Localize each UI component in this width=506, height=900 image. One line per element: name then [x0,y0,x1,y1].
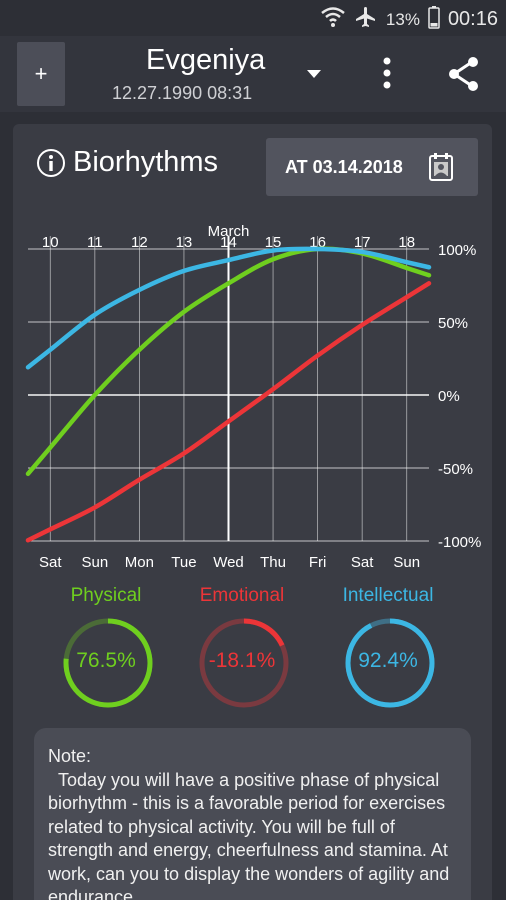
note-text: Today you will have a positive phase of … [48,769,450,900]
x-tick-label: 12 [131,234,148,251]
y-tick-label: 50% [438,315,468,332]
meter-label: Physical [70,585,142,606]
x-tick-label: 10 [42,234,59,251]
add-person-button[interactable]: + [17,42,65,106]
meter-label: Intellectual [342,585,434,606]
day-name-label: Fri [309,554,327,571]
wifi-icon [320,4,346,35]
series-line-physical [25,246,432,477]
meter-emotional: Emotional -18.1% [182,585,302,715]
x-tick-label: 13 [176,234,193,251]
meter-ring [63,618,153,708]
meter-intellectual: Intellectual 92.4% [328,585,448,715]
more-options-icon[interactable] [380,56,394,95]
note-title: Note: [48,746,92,766]
day-name-label: Sun [393,554,420,571]
day-name-label: Sat [39,554,62,571]
birth-date: 12.27.1990 08:31 [112,83,253,103]
dropdown-arrow-icon[interactable] [306,66,322,84]
y-tick-label: -50% [438,461,473,478]
meter-value: -18.1% [208,649,276,672]
series-line-emotional [25,281,432,543]
x-tick-label: 17 [354,234,371,251]
calendar-icon [428,152,454,187]
share-icon[interactable] [446,56,482,97]
meter-physical: Physical 76.5% [46,585,166,715]
clock: 00:16 [447,8,498,30]
day-name-label: Thu [260,554,286,571]
y-tick-label: -100% [438,534,481,551]
card-title: Biorhythms [73,146,219,178]
date-select-button[interactable]: AT 03.14.2018 [266,138,478,196]
person-name[interactable]: Evgeniya [146,44,266,76]
y-tick-label: 100% [438,242,476,259]
day-name-label: Sat [351,554,374,571]
info-icon[interactable] [36,148,66,183]
day-name-label: Sun [81,554,108,571]
y-tick-label: 0% [438,388,460,405]
status-bar: 13% 00:16 [0,0,506,36]
day-name-label: Mon [125,554,154,571]
day-name-label: Tue [171,554,196,571]
battery-icon [428,5,440,34]
meter-ring [199,618,289,708]
series-line-intellectual [25,246,432,370]
meter-ring [345,618,435,708]
note-panel: Note: Today you will have a positive pha… [34,728,471,900]
date-label: AT 03.14.2018 [285,156,403,177]
month-label: March [208,223,250,240]
app-bar: + Evgeniya 12.27.1990 08:31 [0,36,506,112]
airplane-icon [354,5,378,34]
meter-label: Emotional [199,585,285,606]
x-tick-label: 11 [87,234,103,251]
battery-percent: 13% [385,9,420,29]
x-tick-label: 14 [220,234,237,251]
meter-value: 92.4% [358,649,418,672]
x-tick-label: 18 [398,234,415,251]
x-tick-label: 15 [265,234,282,251]
day-name-label: Wed [213,554,244,571]
biorhythm-chart[interactable]: 100% 50% 0% -50% -100% 10 Sat 11 Sun 12 Mon 13 Tue 14… [0,215,506,575]
meter-value: 76.5% [76,649,136,672]
